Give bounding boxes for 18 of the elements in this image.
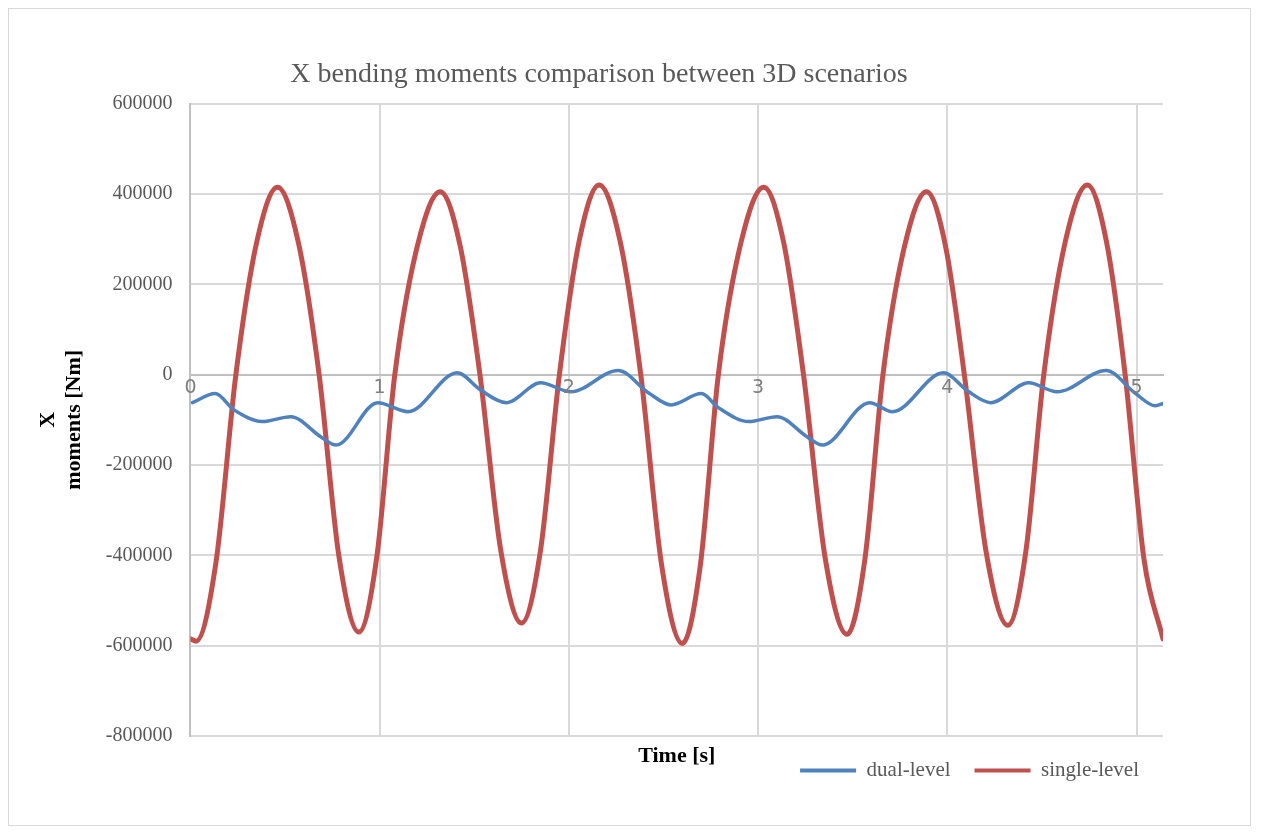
y-tick-label: -200000 [105, 452, 173, 475]
y-axis-title: X moments [Nm] [33, 349, 86, 490]
x-tick-label: 3 [752, 375, 765, 398]
y-tick-label: 600000 [112, 90, 173, 113]
x-tick-label: 4 [941, 375, 954, 398]
x-tick-label: 0 [184, 375, 197, 398]
y-tick-label: -400000 [105, 542, 173, 565]
y-tick-label: 0 [162, 361, 173, 384]
y-tick-label: -600000 [105, 632, 173, 655]
legend-label: single-level [1041, 757, 1140, 782]
x-tick-label: 1 [373, 375, 386, 398]
y-tick-label: 200000 [112, 271, 173, 294]
chart-title: X bending moments comparison between 3D scenarios [290, 57, 908, 89]
y-tick-label: -800000 [105, 723, 173, 746]
x-tick-label: 5 [1130, 375, 1143, 398]
x-axis-title: Time [s] [638, 742, 716, 768]
y-tick-label: 400000 [112, 181, 173, 204]
legend-label: dual-level [866, 757, 951, 782]
